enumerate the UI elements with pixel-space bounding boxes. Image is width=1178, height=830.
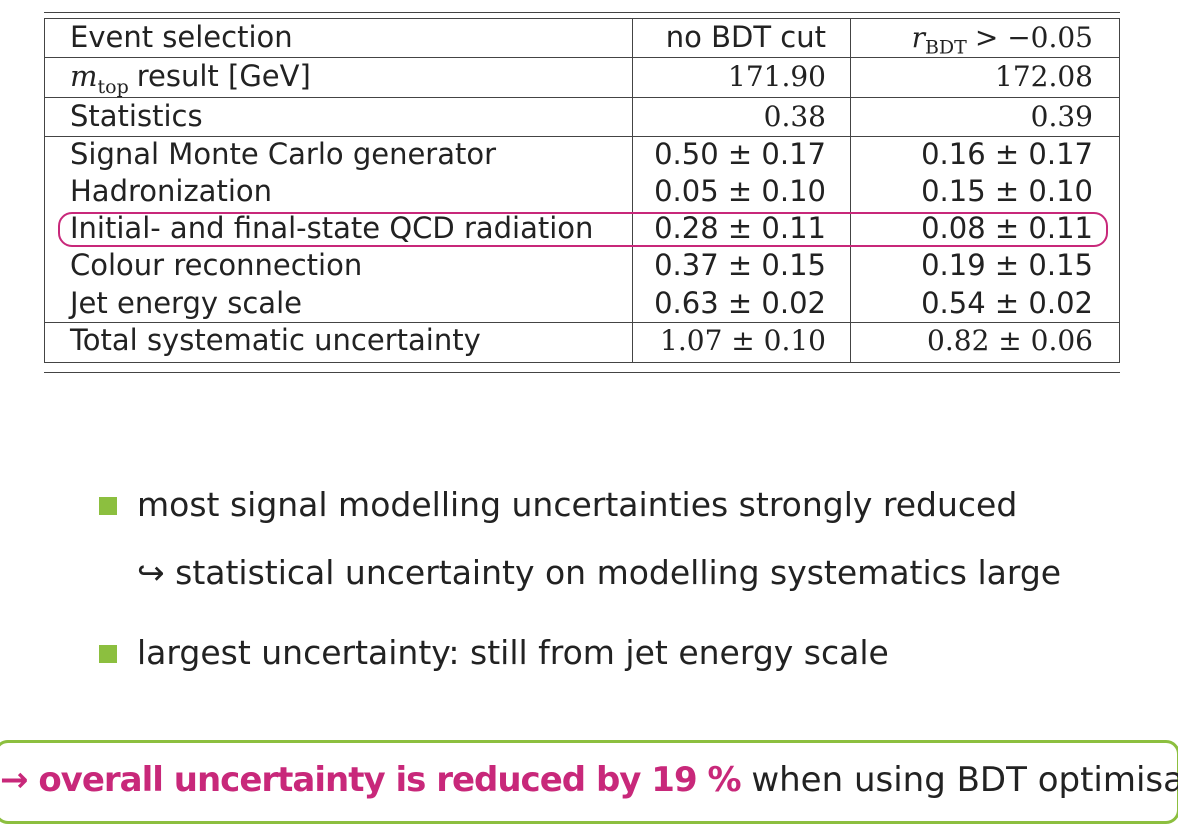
cell: Total systematic uncertainty [70, 323, 481, 357]
header-cell: Event selection [70, 20, 293, 54]
cell: Initial- and final-state QCD radiation [70, 211, 594, 245]
symbol: r [911, 21, 925, 54]
conclusion-emphasis: → overall uncertainty is reduced by 19 % [0, 760, 742, 800]
rule [44, 97, 1120, 98]
cell: Hadronization [70, 174, 272, 208]
rule [44, 57, 1120, 58]
cell: Colour reconnection [70, 248, 363, 282]
cell: 0.08 ± 0.11 [921, 211, 1093, 245]
cell: 0.50 ± 0.17 [654, 137, 826, 171]
cell: 171.90 [728, 60, 826, 93]
bullet-square [99, 645, 117, 663]
cell: no BDT cut [665, 20, 826, 54]
cell: 0.39 [1030, 100, 1093, 133]
bullet-subtext: ↪ statistical uncertainty on modelling s… [137, 553, 1062, 592]
conclusion: → overall uncertainty is reduced by 19 %… [0, 758, 1178, 802]
cell: mtop result [GeV] [70, 58, 311, 98]
header-cell: rBDT > −0.05 [911, 19, 1093, 59]
subscript: BDT [924, 36, 967, 59]
rule [44, 322, 1120, 323]
cell: 0.15 ± 0.10 [921, 174, 1093, 208]
bullet-text: largest uncertainty: still from jet ener… [137, 633, 889, 672]
bullet-text: most signal modelling uncertainties stro… [137, 485, 1018, 524]
bullet-square [99, 497, 117, 515]
rule [44, 18, 1120, 19]
cell: Jet energy scale [70, 286, 302, 320]
symbol: m [70, 59, 98, 93]
cell: 0.38 [763, 100, 826, 133]
cell: 0.16 ± 0.17 [921, 137, 1093, 171]
cell: 172.08 [995, 60, 1093, 93]
rule [44, 18, 45, 362]
label: result [GeV] [136, 59, 311, 93]
condition: > −0.05 [974, 21, 1093, 54]
rule [44, 362, 1120, 363]
cell: 0.37 ± 0.15 [654, 248, 826, 282]
rule [44, 372, 1120, 373]
cell: 0.54 ± 0.02 [921, 286, 1093, 320]
rule [632, 18, 633, 362]
highlight [58, 212, 1108, 247]
rule [850, 18, 851, 362]
cell: 0.63 ± 0.02 [654, 286, 826, 320]
cell: Statistics [70, 99, 203, 133]
cell: 0.19 ± 0.15 [921, 248, 1093, 282]
cell: 0.05 ± 0.10 [654, 174, 826, 208]
subscript: top [97, 75, 129, 98]
cell: Signal Monte Carlo generator [70, 137, 497, 171]
rule [44, 12, 1120, 13]
cell: 0.28 ± 0.11 [654, 211, 826, 245]
cell: 0.82 ± 0.06 [927, 324, 1093, 357]
rule [1119, 18, 1120, 362]
cell: 1.07 ± 0.10 [660, 324, 826, 357]
conclusion-text: when using BDT optimisation [751, 760, 1178, 800]
rule [44, 136, 1120, 137]
